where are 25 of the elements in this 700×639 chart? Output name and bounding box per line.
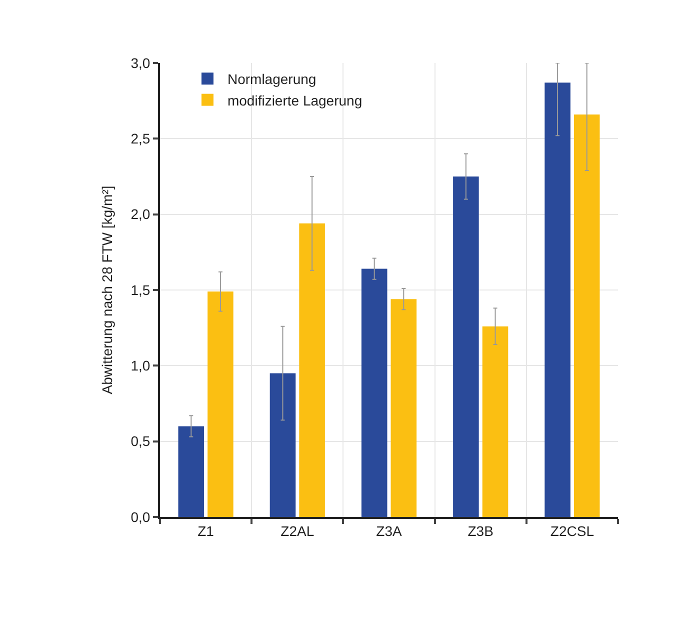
bar (208, 292, 234, 517)
bar (390, 299, 417, 517)
x-tick-label: Z2CSL (550, 522, 594, 539)
y-tick-label: 1,5 (130, 282, 150, 298)
x-tick-label: Z1 (198, 522, 214, 539)
y-tick-label: 0,5 (130, 433, 150, 450)
legend-label: modifizierte Lagerung (227, 92, 362, 108)
y-axis-title: Abwitterung nach 28 FTW [kg/m²] (98, 186, 115, 394)
bar (574, 114, 600, 517)
y-tick-label: 3,0 (130, 54, 150, 71)
bar (482, 326, 508, 517)
bar (270, 373, 296, 517)
bar (361, 268, 388, 517)
legend-label: Normlagerung (227, 71, 316, 88)
bar (178, 426, 204, 517)
y-tick-label: 0,0 (130, 508, 150, 525)
y-tick-label: 2,0 (130, 206, 150, 222)
bar (544, 82, 570, 517)
x-tick-label: Z3B (468, 522, 494, 539)
x-tick-label: Z3A (376, 522, 402, 539)
y-tick-label: 1,0 (130, 358, 150, 374)
bar (453, 176, 479, 517)
bar (299, 223, 325, 517)
x-tick-label: Z2AL (280, 522, 314, 539)
y-tick-label: 2,5 (130, 130, 150, 147)
